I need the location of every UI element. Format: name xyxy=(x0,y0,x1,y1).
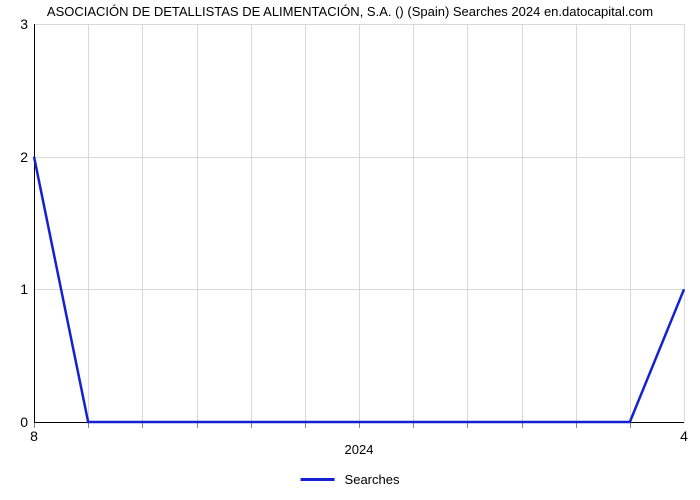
x-center-label: 2024 xyxy=(345,442,374,457)
x-end-label: 8 xyxy=(30,428,38,444)
x-end-label: 4 xyxy=(680,428,688,444)
legend-swatch xyxy=(301,478,335,481)
chart-legend: Searches xyxy=(301,472,400,487)
series-line xyxy=(34,157,684,422)
y-tick-label: 2 xyxy=(8,149,28,165)
y-tick-label: 3 xyxy=(8,16,28,32)
legend-label: Searches xyxy=(345,472,400,487)
chart-title: ASOCIACIÓN DE DETALLISTAS DE ALIMENTACIÓ… xyxy=(0,4,700,19)
chart-plot-area xyxy=(34,24,684,422)
y-tick-label: 1 xyxy=(8,281,28,297)
y-tick-label: 0 xyxy=(8,414,28,430)
